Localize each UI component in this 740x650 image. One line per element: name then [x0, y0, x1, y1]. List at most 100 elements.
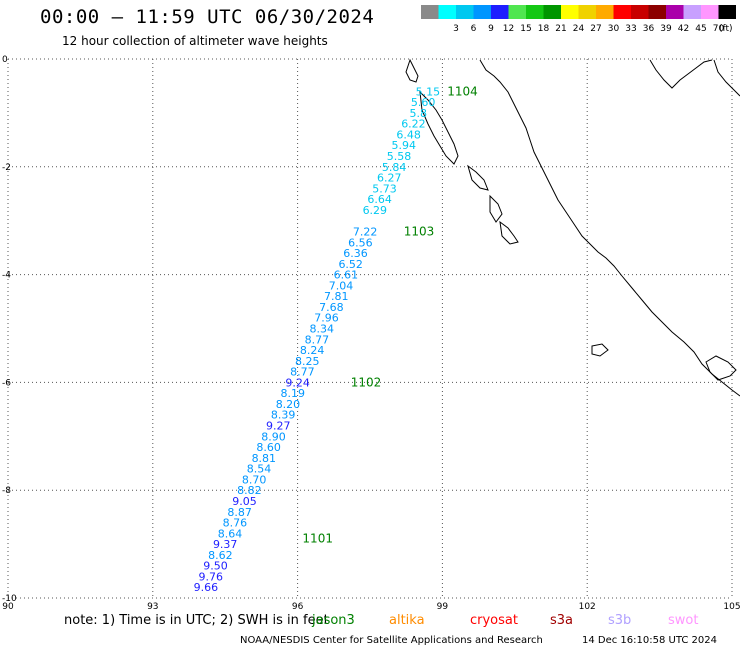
- legend-label: 33: [625, 24, 636, 34]
- swh-value: 8.70: [242, 473, 267, 486]
- wave-height-map: 5.155.605.86.226.485.945.585.846.275.736…: [2, 55, 740, 612]
- x-tick-label: 105: [723, 602, 740, 612]
- x-tick-label: 96: [292, 602, 304, 612]
- legend-swatch: [421, 5, 439, 19]
- swh-value: 5.60: [411, 96, 436, 109]
- swh-value: 8.90: [261, 430, 286, 443]
- map-grid: [7, 58, 733, 599]
- sipora-island: [489, 194, 503, 223]
- swh-value: 8.62: [208, 549, 233, 562]
- swh-value: 8.34: [309, 323, 334, 336]
- swh-value: 6.27: [377, 172, 402, 185]
- swh-value: 8.25: [295, 355, 320, 368]
- coastline: [405, 58, 740, 397]
- swh-value: 5.15: [416, 85, 441, 98]
- mission-s3a: s3a: [550, 613, 574, 628]
- legend-label: 45: [695, 24, 706, 34]
- footer-credit: NOAA/NESDIS Center for Satellite Applica…: [240, 635, 543, 646]
- swh-value: 6.61: [334, 269, 359, 282]
- legend-swatch: [596, 5, 614, 19]
- swh-value: 7.22: [353, 225, 378, 238]
- footer-timestamp: 14 Dec 16:10:58 UTC 2024: [582, 635, 717, 646]
- altimeter-track: 5.155.605.86.226.485.945.585.846.275.736…: [194, 84, 478, 594]
- x-tick-label: 99: [437, 602, 449, 612]
- swh-value: 8.87: [227, 506, 252, 519]
- simeulue-island: [405, 58, 419, 83]
- legend-swatch: [561, 5, 579, 19]
- swh-value: 6.29: [363, 204, 388, 217]
- swh-value: 7.81: [324, 290, 349, 303]
- pagai-island: [499, 220, 519, 245]
- legend-swatch: [718, 5, 736, 19]
- swh-value: 6.56: [348, 236, 373, 249]
- mission-s3b: s3b: [608, 613, 632, 628]
- swh-value: 9.24: [285, 376, 310, 389]
- legend-label: 36: [643, 24, 655, 34]
- map-title: 00:00 – 11:59 UTC 06/30/2024: [40, 6, 375, 28]
- swh-value: 8.19: [281, 387, 306, 400]
- swh-value: 9.05: [232, 495, 257, 508]
- mission-altika: altika: [389, 613, 425, 628]
- time-label: 1103: [404, 224, 435, 238]
- swh-value: 5.58: [387, 150, 412, 163]
- legend-swatch: [491, 5, 509, 19]
- legend-label: 42: [678, 24, 689, 34]
- legend-swatch: [701, 5, 719, 19]
- legend-swatch: [456, 5, 474, 19]
- legend-swatch: [683, 5, 701, 19]
- swh-value: 7.04: [329, 279, 354, 292]
- swh-value: 8.64: [218, 527, 243, 540]
- swh-value: 8.76: [223, 517, 248, 530]
- legend-swatch: [666, 5, 684, 19]
- swh-value: 5.73: [372, 182, 397, 195]
- legend-label: 15: [520, 24, 531, 34]
- y-tick-label: -8: [2, 486, 11, 496]
- y-tick-label: -6: [2, 378, 11, 388]
- legend-swatch: [526, 5, 544, 19]
- y-tick-label: 0: [2, 55, 8, 65]
- legend-label: 27: [590, 24, 601, 34]
- x-tick-label: 90: [2, 602, 14, 612]
- swh-value: 8.77: [290, 366, 315, 379]
- footnote-text: note: 1) Time is in UTC; 2) SWH is in fe…: [64, 613, 329, 628]
- swh-value: 5.84: [382, 161, 407, 174]
- swh-value: 6.48: [396, 128, 421, 141]
- wave-height-legend: 3 6 9 12 15 18 21 24 27 30 33 36 39 42 45 70(ft): [421, 5, 736, 34]
- legend-label: 12: [503, 24, 514, 34]
- java-tip-coastline: [705, 355, 737, 381]
- legend-label: 3: [453, 24, 459, 34]
- mission-cryosat: cryosat: [470, 613, 518, 628]
- mission-jason3: jason3: [312, 613, 355, 628]
- enggano-island: [591, 343, 609, 357]
- swh-value: 7.96: [314, 312, 339, 325]
- nias-island: [419, 90, 459, 165]
- legend-swatch: [631, 5, 649, 19]
- legend-label: 9: [488, 24, 494, 34]
- y-tick-label: -10: [2, 594, 17, 604]
- time-label: 1104: [447, 84, 478, 98]
- swh-value: 8.39: [271, 409, 296, 422]
- mission-swot: swot: [668, 613, 699, 628]
- swh-value: 9.76: [198, 570, 223, 583]
- malay-coastline-2: [713, 59, 740, 97]
- swh-value: 6.64: [367, 193, 392, 206]
- swh-value: 8.77: [305, 333, 330, 346]
- axis-labels: 90 93 96 99 102 105 0 -2 -4 -6 -8 -10: [2, 55, 740, 612]
- siberut-island: [467, 164, 489, 191]
- swh-value: 8.60: [256, 441, 281, 454]
- swh-value: 9.27: [266, 420, 291, 433]
- legend-label: 21: [555, 24, 566, 34]
- legend-swatch: [438, 5, 456, 19]
- swh-value: 9.37: [213, 538, 238, 551]
- swh-value: 8.54: [247, 463, 272, 476]
- swh-value: 8.82: [237, 484, 262, 497]
- legend-label: 18: [538, 24, 550, 34]
- swh-value: 6.22: [401, 118, 426, 131]
- malay-coastline: [649, 59, 713, 89]
- legend-label: 6: [471, 24, 477, 34]
- legend-swatch: [508, 5, 526, 19]
- swh-value: 6.52: [338, 258, 363, 271]
- swh-value: 9.66: [194, 581, 219, 594]
- time-label: 1102: [351, 375, 382, 389]
- swh-value: 6.36: [343, 247, 368, 260]
